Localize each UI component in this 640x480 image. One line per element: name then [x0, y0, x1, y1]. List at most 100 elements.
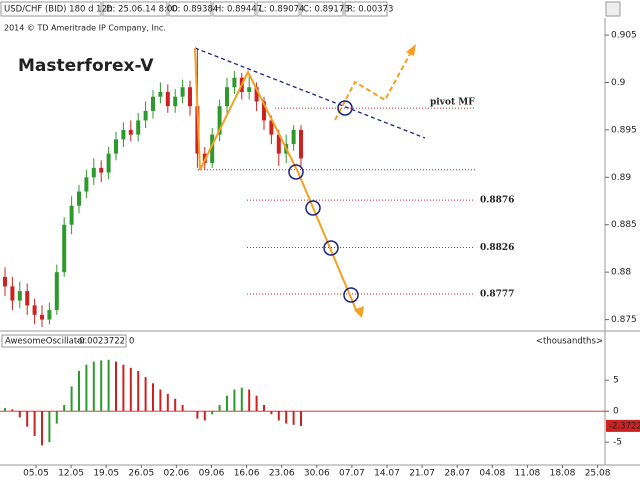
x-tick-label: 16.06	[234, 469, 260, 479]
header-box	[344, 1, 388, 17]
candle-body	[84, 177, 89, 192]
y-tick-label: 0.89	[611, 173, 631, 183]
osc-bar	[240, 387, 243, 412]
y-tick-label: 0.9	[611, 78, 626, 88]
candle-body	[247, 87, 252, 92]
osc-bar	[166, 393, 169, 412]
x-tick-label: 09.06	[199, 469, 225, 479]
osc-bar	[115, 361, 117, 412]
x-tick-label: 11.08	[515, 469, 541, 479]
trend-line	[194, 47, 426, 139]
osc-bar	[18, 411, 21, 418]
osc-bar	[181, 405, 184, 412]
candle-body	[77, 191, 81, 206]
x-tick-label: 12.05	[58, 469, 84, 479]
chart-title: Masterforex-V	[18, 56, 154, 76]
osc-bar	[270, 411, 273, 415]
x-tick-label: 14.07	[374, 469, 400, 479]
candle-body	[254, 87, 259, 102]
y-tick-label: 0.875	[611, 315, 637, 325]
osc-box	[1, 334, 127, 348]
candle-body	[158, 91, 163, 97]
osc-bar	[203, 411, 206, 421]
candle-body	[62, 224, 67, 273]
candle-body	[114, 139, 118, 154]
osc-value: -0.0023722	[76, 337, 125, 347]
candle-body	[232, 77, 237, 88]
osc-extra: 0	[129, 337, 134, 347]
forecast-path	[334, 51, 412, 121]
wave-path	[194, 47, 358, 313]
osc-bar	[63, 405, 66, 412]
candle-body	[99, 167, 104, 173]
osc-bar	[226, 395, 228, 412]
x-tick-label: 19.05	[93, 469, 119, 479]
candle-body	[40, 314, 44, 320]
y-tick-label: 0	[613, 407, 619, 417]
osc-bar	[41, 411, 43, 446]
y-tick-label: 0.885	[611, 220, 637, 230]
candle-body	[25, 291, 30, 306]
osc-bar	[196, 411, 199, 419]
osc-name: AwesomeOscillator	[5, 337, 86, 347]
candle-body	[225, 87, 229, 107]
osc-bar	[4, 408, 6, 412]
header-button[interactable]	[605, 1, 621, 17]
candle-body	[91, 167, 96, 178]
x-tick-label: 25.08	[585, 469, 611, 479]
candle-body	[151, 96, 155, 111]
osc-bar	[92, 361, 95, 412]
osc-bar	[277, 411, 280, 421]
circle-marker	[323, 240, 339, 256]
osc-bar	[122, 364, 125, 412]
candle-body	[17, 291, 22, 301]
low: L: 0.89074	[259, 5, 304, 15]
osc-bar	[107, 359, 110, 412]
x-tick-label: 28.07	[444, 469, 470, 479]
close: C: 0.89173	[303, 5, 350, 15]
osc-bar	[211, 411, 214, 415]
y-tick-label: 5	[613, 376, 619, 386]
candle-body	[136, 120, 141, 135]
osc-bar	[26, 411, 29, 427]
candle-body	[188, 87, 192, 107]
x-tick-label: 04.08	[479, 469, 505, 479]
current-value-box	[606, 419, 640, 432]
symbol: USD/CHF (BID) 180 d 12h	[4, 5, 112, 15]
header-box	[102, 1, 168, 17]
osc-bar	[300, 411, 302, 426]
x-tick-label: 30.06	[304, 469, 330, 479]
y-tick-label: 0.895	[611, 125, 637, 135]
level-label: 0.8777	[480, 289, 514, 299]
arrow-head	[406, 44, 416, 56]
circle-marker	[343, 287, 359, 303]
x-tick-label: 21.07	[409, 469, 435, 479]
osc-bar	[70, 386, 73, 412]
candle-body	[180, 87, 185, 97]
candle-body	[269, 120, 274, 135]
osc-bar	[55, 411, 58, 424]
osc-bar	[263, 405, 265, 412]
candle-body	[291, 129, 296, 145]
header-box	[300, 1, 344, 17]
candle-body	[276, 134, 281, 154]
candle-body	[54, 272, 59, 311]
osc-bar	[152, 383, 154, 412]
candle-body	[299, 129, 303, 159]
osc-bar	[100, 360, 103, 412]
osc-bar	[78, 370, 80, 412]
y-tick-label: -5	[613, 438, 622, 448]
osc-unit: <thousandths>	[536, 337, 603, 347]
candle-body	[262, 101, 266, 121]
x-tick-label: 07.07	[339, 469, 365, 479]
osc-bar	[137, 370, 140, 412]
osc-bar	[159, 389, 162, 412]
marks: 0.905 0.9 0.895 0.89 0.885 0.88 0.875 pivot MF 0…	[0, 31, 640, 479]
candle-body	[106, 153, 111, 173]
circle-marker	[288, 164, 304, 180]
x-tick-label: 26.05	[128, 469, 154, 479]
osc-bar	[144, 377, 147, 412]
osc-bar	[33, 411, 36, 436]
open: O: 0.89384	[171, 5, 218, 15]
